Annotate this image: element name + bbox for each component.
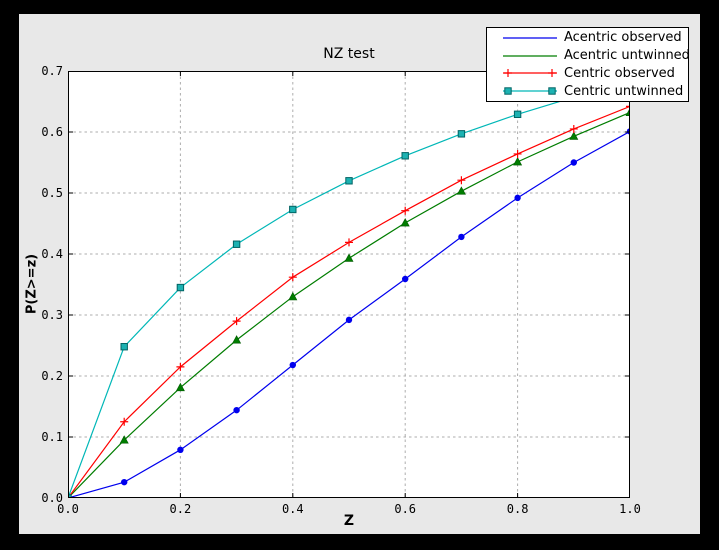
marker-centric-untwinned (120, 343, 128, 351)
y-tick-label: 0.6 (41, 125, 63, 139)
y-tick-label: 0.4 (41, 247, 63, 261)
marker-centric-untwinned (232, 240, 241, 248)
legend-sample-centric-untwinned (503, 87, 557, 95)
y-tick-label: 0.1 (41, 430, 63, 444)
plot-area (68, 71, 630, 498)
marker-centric-observed (513, 149, 522, 158)
x-tick-label: 0.2 (169, 502, 192, 516)
marker-acentric-observed (458, 233, 465, 241)
series-markers-centric-observed (68, 102, 630, 498)
marker-centric-observed (626, 102, 630, 111)
marker-acentric-observed (177, 446, 184, 454)
series-line-centric-untwinned (68, 80, 630, 498)
y-axis-label: P(Z>=z) (24, 253, 40, 315)
y-tick-label: 0.5 (41, 186, 63, 200)
x-tick-label: 1.0 (619, 502, 641, 516)
marker-acentric-observed (345, 316, 353, 324)
marker-acentric-untwinned (175, 382, 185, 392)
marker-acentric-observed (402, 275, 409, 283)
marker-centric-observed (345, 238, 353, 247)
axes-border (68, 71, 630, 498)
marker-acentric-observed (233, 406, 240, 414)
legend-sample-centric-observed (503, 69, 557, 78)
marker-centric-observed (120, 417, 129, 426)
legend-sample-marker (548, 87, 556, 95)
marker-acentric-observed (514, 194, 521, 202)
marker-acentric-untwinned (569, 131, 579, 140)
legend-item: Acentric observed (487, 31, 688, 45)
marker-centric-observed (176, 362, 185, 371)
legend-label: Acentric observed (564, 30, 682, 46)
marker-centric-untwinned (457, 130, 466, 138)
legend-item: Acentric untwinned (487, 48, 690, 64)
y-tick-label: 0.2 (41, 369, 63, 383)
marker-centric-untwinned (176, 283, 185, 292)
plot-canvas (68, 71, 630, 498)
legend-sample-marker (504, 87, 512, 95)
x-axis-label: Z (343, 513, 355, 529)
legend-sample-marker (548, 69, 556, 78)
y-tick-label: 0.7 (41, 64, 63, 78)
y-tick-label: 0.0 (41, 491, 63, 505)
marker-acentric-untwinned (400, 218, 410, 227)
marker-acentric-untwinned (232, 335, 242, 344)
marker-acentric-untwinned (513, 157, 523, 166)
marker-acentric-observed (289, 361, 296, 369)
x-tick-label: 0.0 (57, 502, 79, 516)
marker-acentric-untwinned (456, 186, 466, 195)
legend-item: Centric untwinned (487, 84, 688, 98)
marker-acentric-observed (121, 478, 128, 486)
marker-centric-observed (288, 273, 297, 282)
x-tick-label: 0.6 (394, 502, 417, 516)
x-tick-label: 0.4 (281, 502, 304, 516)
legend-box: Acentric observed Acentric untwinned Centr… (486, 27, 690, 102)
series-line-centric-observed (68, 105, 630, 498)
marker-centric-untwinned (401, 152, 409, 160)
y-tick-label: 0.3 (41, 308, 63, 322)
marker-acentric-untwinned (288, 291, 298, 301)
marker-acentric-untwinned (344, 253, 354, 262)
legend-label: Centric observed (564, 65, 675, 81)
series-markers-acentric-untwinned (68, 107, 630, 498)
legend-label: Centric untwinned (564, 83, 684, 99)
legend-sample-acentric-observed (503, 37, 557, 39)
marker-centric-observed (232, 317, 241, 326)
series-line-acentric-untwinned (68, 111, 630, 498)
marker-centric-observed (457, 176, 466, 185)
chart-title: NZ test (323, 46, 375, 62)
legend-item: Centric observed (487, 66, 688, 80)
marker-centric-untwinned (513, 110, 522, 119)
legend-sample-acentric-untwinned (503, 55, 557, 57)
marker-acentric-untwinned (119, 435, 129, 444)
marker-acentric-observed (570, 159, 577, 166)
marker-centric-untwinned (345, 177, 353, 185)
legend-sample-marker (504, 69, 512, 78)
marker-centric-observed (401, 206, 410, 215)
marker-centric-observed (569, 124, 578, 133)
legend-label: Acentric untwinned (564, 48, 690, 64)
x-tick-label: 0.8 (506, 502, 529, 516)
marker-centric-untwinned (289, 205, 297, 214)
